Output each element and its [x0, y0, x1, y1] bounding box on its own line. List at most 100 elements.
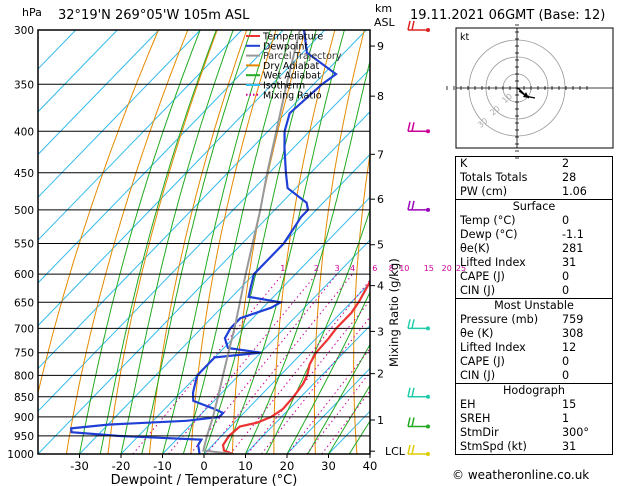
most-unstable-value: 0: [562, 355, 570, 368]
most-unstable-row: Lifted Index 12: [456, 341, 612, 355]
most-unstable-label: Pressure (mb): [460, 313, 539, 326]
isotherm-line: [38, 30, 160, 156]
x-tick-label: 30: [321, 459, 336, 473]
x-axis-label: Dewpoint / Temperature (°C): [111, 473, 298, 486]
wind-barb: [407, 200, 430, 212]
wind-barb-feather: [407, 200, 411, 211]
isotherm-line: [162, 239, 370, 454]
surface-label: CAPE (J): [460, 270, 505, 283]
hodograph-value: 31: [562, 440, 577, 453]
most-unstable-row: CAPE (J) 0: [456, 355, 612, 369]
wind-barb-feather: [407, 387, 411, 397]
dry-adiabat-line: [392, 30, 424, 454]
pressure-tick-label: 1000: [7, 449, 34, 461]
wind-barb-feather: [407, 122, 411, 132]
surface-label: Dewp (°C): [460, 228, 518, 241]
x-tick-label: 10: [238, 459, 253, 473]
legend-label: Mixing Ratio: [263, 90, 322, 101]
legend-label: Temperature: [262, 32, 323, 43]
wind-barb-feather: [411, 200, 415, 211]
mixing-ratio-label: 4: [350, 264, 355, 273]
surface-value: 31: [562, 256, 577, 269]
surface-row: θe(K) 281: [456, 242, 612, 256]
pressure-tick-label: 750: [14, 348, 34, 360]
isotherm-line: [245, 324, 370, 454]
wind-barb-feather: [407, 417, 411, 427]
most-unstable-title: Most Unstable: [494, 299, 574, 312]
wind-barb: [407, 444, 430, 456]
most-unstable-value: 308: [562, 327, 584, 340]
legend-label: Parcel Trajectory: [263, 51, 342, 62]
pressure-tick-label: 650: [14, 297, 34, 309]
wind-barb: [407, 122, 430, 134]
pressure-tick-label: 700: [14, 323, 34, 335]
pressure-tick-label: 900: [14, 412, 34, 424]
wind-barb: [407, 319, 430, 331]
most-unstable-label: CIN (J): [460, 369, 496, 382]
storm-motion-arrowhead: [523, 92, 529, 98]
mixing-ratio-line: [132, 273, 284, 454]
hodograph-label: SREH: [460, 412, 491, 425]
mixing-ratio-label: 2: [314, 264, 319, 273]
surface-value: 0: [562, 284, 570, 297]
mixing-ratio-label: 15: [424, 264, 434, 273]
surface-row: Temp (°C) 0: [456, 214, 612, 228]
datetime-title: 19.11.2021 06GMT (Base: 12): [410, 8, 606, 23]
km-tick-label: 8: [377, 90, 384, 103]
surface-label: Temp (°C): [460, 214, 516, 227]
hodograph-row: StmDir 300°: [456, 426, 612, 440]
surface-row: Dewp (°C) -1.1: [456, 228, 612, 242]
most-unstable-label: CAPE (J): [460, 355, 505, 368]
isotherm-line: [38, 30, 243, 241]
wind-barb-dot: [426, 207, 430, 212]
hodograph-label: EH: [460, 398, 476, 411]
isotherm-line: [38, 111, 370, 454]
legend-label: Dewpoint: [263, 41, 308, 52]
km-tick-label: 1: [377, 414, 384, 427]
wind-barb-feather: [407, 319, 411, 329]
index-row: PW (cm) 1.06: [456, 185, 612, 199]
wind-barb-feather: [407, 444, 411, 455]
surface-value: 281: [562, 242, 584, 255]
unit-asl: ASL: [374, 16, 395, 29]
wet-adiabat-line: [120, 30, 234, 454]
mixing-ratio-line: [168, 273, 317, 454]
isotherm-line: [38, 30, 284, 284]
wind-barb: [407, 20, 430, 32]
unit-hpa: hPa: [22, 6, 42, 19]
most-unstable-value: 759: [562, 313, 584, 326]
x-tick-label: -30: [70, 459, 89, 473]
wind-barb-feather: [411, 319, 415, 329]
index-label: K: [460, 157, 468, 170]
mixing-ratio-label: 3: [335, 264, 340, 273]
dry-adiabat-line: [353, 151, 370, 454]
surface-row: CIN (J) 0: [456, 284, 612, 298]
pressure-tick-label: 600: [14, 269, 34, 281]
wind-barb-dot: [426, 424, 430, 429]
most-unstable-label: Lifted Index: [460, 341, 526, 354]
pressure-tick-label: 850: [14, 392, 34, 404]
legend-label: Wet Adiabat: [263, 71, 321, 82]
most-unstable-value: 0: [562, 369, 570, 382]
index-row: Totals Totals 28: [456, 171, 612, 185]
most-unstable-label: θe (K): [460, 327, 494, 340]
wind-barb: [407, 417, 430, 429]
wind-barb-feather: [411, 122, 415, 132]
x-tick-label: -10: [153, 459, 172, 473]
pressure-tick-label: 400: [14, 126, 34, 138]
wind-barb-feather: [411, 444, 415, 455]
wind-barb-feather: [411, 417, 415, 427]
dry-adiabat-line: [428, 30, 452, 454]
wind-barb-dot: [426, 129, 430, 134]
pressure-tick-label: 450: [14, 168, 34, 180]
isotherm-line: [203, 282, 370, 454]
pressure-tick-label: 950: [14, 431, 34, 443]
km-tick-label: 6: [377, 193, 384, 206]
index-value: 1.06: [562, 185, 587, 198]
surface-label: Lifted Index: [460, 256, 526, 269]
legend-label: Isotherm: [263, 81, 305, 92]
most-unstable-section: Most Unstable Pressure (mb) 759 θe (K) 308 L…: [456, 298, 612, 383]
pressure-tick-label: 300: [14, 25, 34, 37]
pressure-tick-label: 500: [14, 205, 34, 217]
